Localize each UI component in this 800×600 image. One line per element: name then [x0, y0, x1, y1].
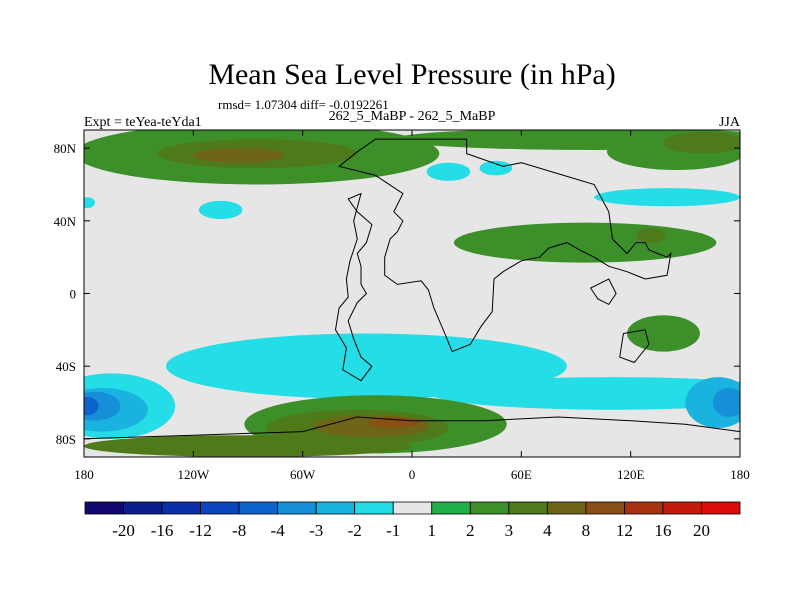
anomaly-region	[393, 130, 740, 150]
continent-outline	[334, 192, 373, 382]
colorbar-label: 2	[466, 521, 475, 540]
x-tick-label: 60E	[511, 467, 532, 482]
colorbar-swatch	[508, 501, 548, 515]
colorbar-swatch	[84, 501, 124, 515]
anomaly-region	[198, 200, 243, 220]
continent-outline	[619, 329, 650, 364]
colorbar-label: -8	[232, 521, 246, 540]
left-label: Expt = teYea-teYda1	[84, 115, 202, 130]
colorbar-label: 8	[582, 521, 591, 540]
colorbar-label: -2	[348, 521, 362, 540]
colorbar-label: -20	[112, 521, 135, 540]
anomaly-region	[166, 333, 567, 399]
colorbar-swatch	[431, 501, 471, 515]
colorbar-label: 16	[654, 521, 671, 540]
colorbar-label: -3	[309, 521, 323, 540]
colorbar-swatch	[200, 501, 240, 515]
x-tick-label: 120W	[177, 467, 210, 482]
chart-title: Mean Sea Level Pressure (in hPa)	[208, 58, 615, 91]
x-tick-label: 180	[730, 467, 750, 482]
anomaly-region	[84, 435, 412, 457]
y-tick-label: 0	[70, 287, 77, 302]
colorbar-swatch	[161, 501, 201, 515]
colorbar-label: 1	[428, 521, 437, 540]
center-label: 262_5_MaBP - 262_5_MaBP	[329, 109, 496, 124]
y-tick-label: 40S	[56, 359, 76, 374]
colorbar-swatch	[354, 501, 394, 515]
anomaly-region	[84, 397, 99, 416]
colorbar-label: 3	[505, 521, 514, 540]
x-tick-label: 120E	[617, 467, 645, 482]
colorbar-swatch	[123, 501, 163, 515]
colorbar-label: -12	[189, 521, 212, 540]
colorbar-swatch	[469, 501, 510, 515]
anomaly-region	[430, 377, 740, 410]
anomaly-region	[453, 222, 717, 263]
anomaly-region	[84, 197, 95, 209]
anomaly-region	[663, 131, 740, 154]
stats-label: rmsd= 1.07304 diff= -0.0192261	[218, 97, 389, 112]
anomaly-region	[368, 417, 420, 428]
x-tick-label: 180	[74, 467, 94, 482]
colorbar-label: 4	[543, 521, 552, 540]
colorbar-swatch	[701, 501, 741, 515]
colorbar-swatch	[238, 501, 279, 515]
right-label: JJA	[719, 115, 741, 130]
colorbar-label: -4	[271, 521, 286, 540]
colorbar-swatch	[392, 501, 433, 515]
colorbar-label: 12	[616, 521, 633, 540]
y-tick-label: 40N	[54, 214, 77, 229]
colorbar-swatch	[546, 501, 587, 515]
antarctic-coastline	[84, 416, 740, 440]
x-tick-label: 0	[409, 467, 416, 482]
colorbar-swatch	[277, 501, 317, 515]
y-tick-label: 80S	[56, 432, 76, 447]
anomaly-region	[712, 387, 740, 418]
x-tick-label: 60W	[290, 467, 316, 482]
anomaly-region	[479, 160, 513, 176]
colorbar-label: 20	[693, 521, 710, 540]
colorbar-label: -16	[151, 521, 174, 540]
colorbar-label: -1	[386, 521, 400, 540]
anomaly-region	[636, 228, 666, 243]
continent-outline	[589, 278, 617, 306]
colorbar-swatch	[662, 501, 702, 515]
anomaly-region	[426, 162, 471, 181]
anomaly-region	[594, 188, 740, 207]
colorbar-swatch	[585, 501, 625, 515]
anomaly-region	[193, 148, 285, 163]
colorbar-swatch	[315, 501, 356, 515]
anomaly-region	[627, 315, 700, 352]
continent-outline	[337, 138, 672, 353]
y-tick-label: 80N	[54, 141, 77, 156]
colorbar-swatch	[624, 501, 664, 515]
